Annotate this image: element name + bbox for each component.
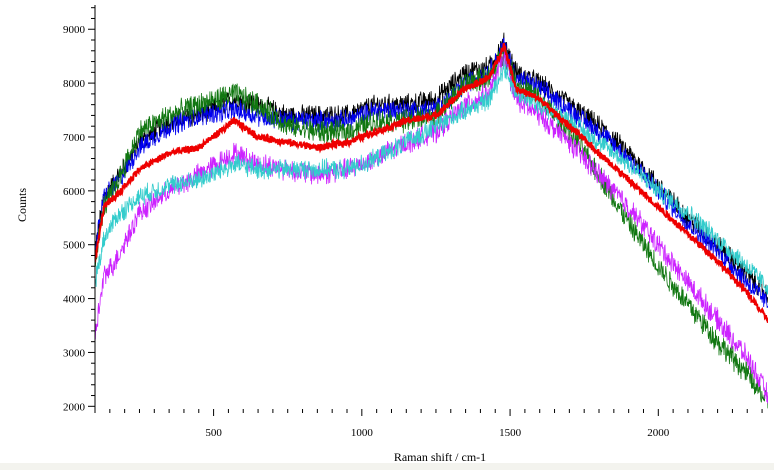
y-tick-label: 6000	[63, 186, 86, 198]
y-tick-label: 2000	[63, 401, 86, 413]
series-line-2	[95, 37, 768, 309]
series-line-5	[95, 60, 768, 295]
y-axis-ticks: 2000 3000 4000 5000 6000 7000 8000 9000	[63, 7, 95, 413]
y-axis-title: Counts	[15, 188, 29, 222]
x-tick-label: 1000	[351, 427, 374, 439]
series-line-6	[95, 42, 768, 324]
y-tick-label: 8000	[63, 78, 86, 90]
y-tick-label: 4000	[63, 294, 86, 306]
series-line-3	[95, 46, 768, 409]
y-tick-label: 3000	[63, 347, 86, 359]
window-bottom-edge	[0, 463, 774, 470]
x-axis-title: Raman shift / cm-1	[394, 450, 486, 464]
y-tick-label: 9000	[63, 24, 86, 36]
x-tick-label: 1500	[499, 427, 522, 439]
y-tick-label: 5000	[63, 240, 86, 252]
series-layer	[95, 32, 768, 409]
x-tick-label: 500	[205, 427, 222, 439]
y-tick-label: 7000	[63, 132, 86, 144]
x-tick-label: 2000	[647, 427, 670, 439]
x-axis-ticks: 500 1000 1500 2000	[94, 409, 763, 439]
